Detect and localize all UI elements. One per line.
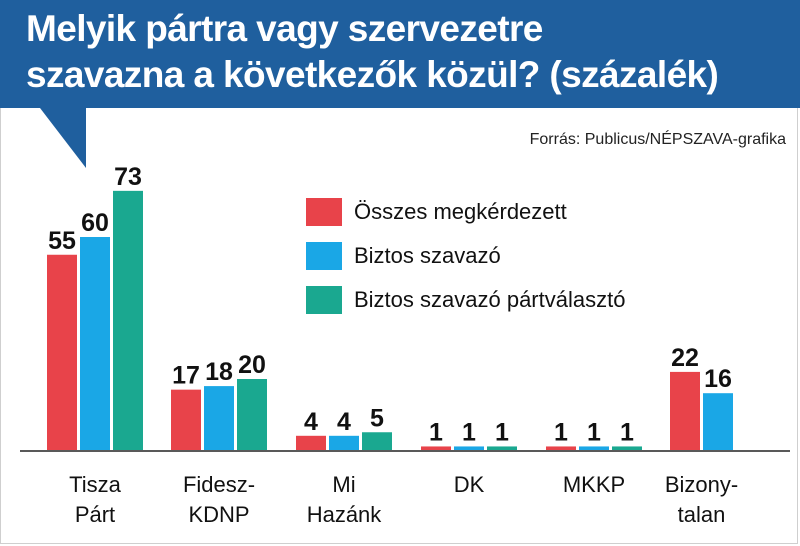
value-label-2-1: 4	[337, 408, 351, 436]
value-label-5-0: 22	[671, 344, 699, 372]
bar-2-0	[296, 435, 326, 450]
bars-group	[47, 190, 733, 450]
bar-4-0	[546, 446, 576, 450]
value-label-5-1: 16	[704, 365, 732, 393]
bar-2-1	[329, 435, 359, 450]
legend-label-2: Biztos szavazó pártválasztó	[354, 287, 626, 312]
category-label-1-0: Fidesz-	[183, 472, 255, 497]
category-label-0-0: Tisza	[69, 472, 122, 497]
bar-4-2	[612, 446, 642, 450]
value-label-0-2: 73	[114, 163, 142, 191]
legend-item-2: Biztos szavazó pártválasztó	[306, 278, 625, 322]
legend-swatch-2	[306, 286, 342, 314]
bar-1-0	[171, 389, 201, 450]
bar-0-1	[80, 237, 110, 450]
legend-item-1: Biztos szavazó	[306, 234, 625, 278]
bar-5-0	[670, 371, 700, 450]
value-label-3-2: 1	[495, 418, 509, 446]
legend-swatch-1	[306, 242, 342, 270]
category-label-1-1: KDNP	[188, 502, 249, 527]
value-label-1-1: 18	[205, 358, 233, 386]
bar-3-0	[421, 446, 451, 450]
value-label-1-2: 20	[238, 351, 266, 379]
bar-5-1	[703, 393, 733, 450]
legend-label-1: Biztos szavazó	[354, 243, 501, 268]
chart-title: Melyik pártra vagy szervezetre szavazna …	[26, 6, 786, 98]
legend-swatch-0	[306, 198, 342, 226]
title-line-1: Melyik pártra vagy szervezetre	[26, 8, 543, 49]
bar-0-2	[113, 190, 143, 450]
value-label-4-2: 1	[620, 418, 634, 446]
category-label-5-0: Bizony-	[665, 472, 738, 497]
value-label-3-0: 1	[429, 418, 443, 446]
value-label-1-0: 17	[172, 362, 200, 390]
category-labels-group: Tisza Párt Fidesz- KDNP Mi Hazánk DK MKKP Bizony…	[69, 472, 738, 527]
bar-4-1	[579, 446, 609, 450]
category-label-3-0: DK	[454, 472, 485, 497]
category-label-5-1: talan	[678, 502, 726, 527]
value-label-0-0: 55	[48, 227, 76, 255]
bar-1-1	[204, 386, 234, 450]
legend: Összes megkérdezett Biztos szavazó Bizto…	[306, 190, 625, 322]
bar-2-2	[362, 432, 392, 450]
category-label-2-0: Mi	[332, 472, 355, 497]
category-label-2-1: Hazánk	[307, 502, 383, 527]
category-label-0-1: Párt	[75, 502, 115, 527]
bar-0-0	[47, 254, 77, 450]
bar-1-2	[237, 379, 267, 450]
value-label-0-1: 60	[81, 209, 109, 237]
bar-3-2	[487, 446, 517, 450]
value-label-2-0: 4	[304, 408, 318, 436]
legend-item-0: Összes megkérdezett	[306, 190, 625, 234]
value-label-3-1: 1	[462, 418, 476, 446]
category-label-4-0: MKKP	[563, 472, 625, 497]
bar-3-1	[454, 446, 484, 450]
legend-label-0: Összes megkérdezett	[354, 199, 567, 224]
title-banner: Melyik pártra vagy szervezetre szavazna …	[0, 0, 800, 108]
title-line-2: szavazna a következők közül? (százalék)	[26, 54, 719, 95]
value-label-4-1: 1	[587, 418, 601, 446]
banner-pointer	[40, 108, 86, 168]
value-label-4-0: 1	[554, 418, 568, 446]
value-label-2-2: 5	[370, 404, 384, 432]
source-note: Forrás: Publicus/NÉPSZAVA-grafika	[529, 131, 786, 148]
